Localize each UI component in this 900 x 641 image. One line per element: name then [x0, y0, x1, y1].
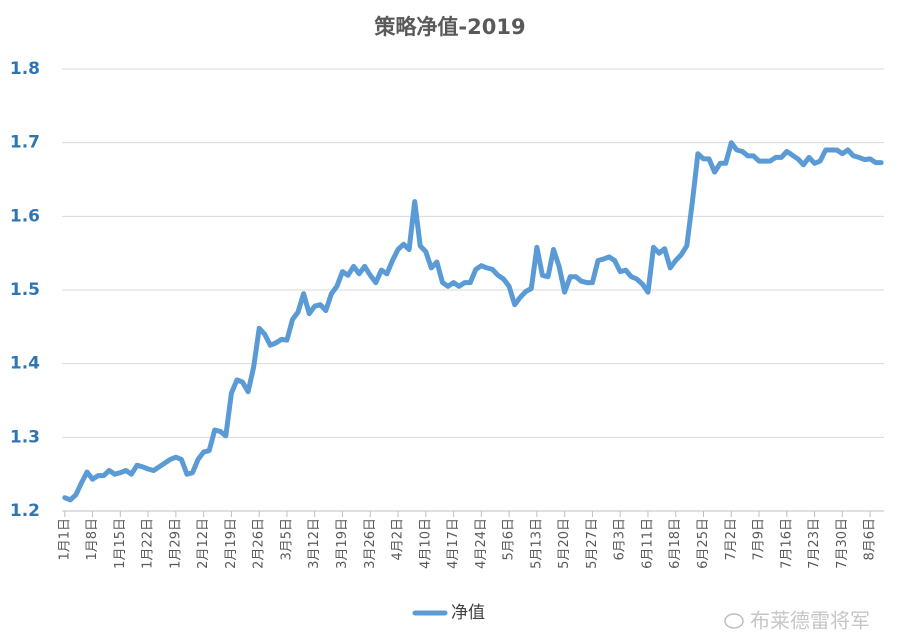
- data-line: [62, 140, 884, 503]
- x-tick-label: 5月6日: [502, 518, 517, 561]
- watermark-icon: [724, 613, 744, 629]
- x-tick-label: 4月24日: [474, 518, 489, 569]
- y-tick-label: 1.8: [10, 59, 40, 79]
- x-tick-label: 7月9日: [752, 518, 767, 561]
- x-tick-label: 3月19日: [335, 518, 350, 569]
- x-tick-label: 7月30日: [835, 518, 850, 569]
- x-tick-label: 2月19日: [224, 518, 239, 569]
- x-tick-label: 6月18日: [668, 518, 683, 569]
- x-tick-label: 4月10日: [418, 518, 433, 569]
- x-tick-label: 5月13日: [529, 518, 544, 569]
- x-tick-label: 6月3日: [613, 518, 628, 561]
- x-tick-label: 6月25日: [696, 518, 711, 569]
- x-tick-label: 1月15日: [113, 518, 128, 569]
- watermark-text: 布莱德雷将军: [750, 609, 870, 633]
- y-tick-label: 1.4: [10, 354, 40, 374]
- legend-label: 净值: [451, 603, 485, 623]
- x-tick-label: 1月22日: [141, 518, 156, 569]
- x-tick-label: 5月27日: [585, 518, 600, 569]
- y-tick-label: 1.3: [10, 427, 40, 447]
- y-tick-label: 1.5: [10, 280, 40, 300]
- x-tick-label: 7月16日: [779, 518, 794, 569]
- x-tick-label: 5月20日: [557, 518, 572, 569]
- x-tick-label: 3月5日: [279, 518, 294, 561]
- x-tick-label: 3月12日: [307, 518, 322, 569]
- watermark: 布莱德雷将军: [724, 609, 870, 633]
- x-tick-label: 6月11日: [640, 518, 655, 569]
- x-tick-label: 7月2日: [724, 518, 739, 561]
- x-tick-label: 2月12日: [196, 518, 211, 569]
- x-tick-label: 4月2日: [391, 518, 406, 561]
- x-tick-label: 1月1日: [57, 518, 72, 561]
- chart-title: 策略净值-2019: [374, 15, 525, 39]
- x-tick-label: 4月17日: [446, 518, 461, 569]
- x-tick-label: 1月29日: [168, 518, 183, 569]
- x-tick-label: 3月26日: [363, 518, 378, 569]
- x-tick-label: 8月6日: [863, 518, 878, 561]
- y-tick-label: 1.2: [10, 501, 40, 521]
- x-tick-label: 7月23日: [807, 518, 822, 569]
- x-tick-label: 2月26日: [252, 518, 267, 569]
- y-tick-label: 1.6: [10, 206, 40, 226]
- x-tick-label: 1月8日: [85, 518, 100, 561]
- y-tick-label: 1.7: [10, 133, 40, 153]
